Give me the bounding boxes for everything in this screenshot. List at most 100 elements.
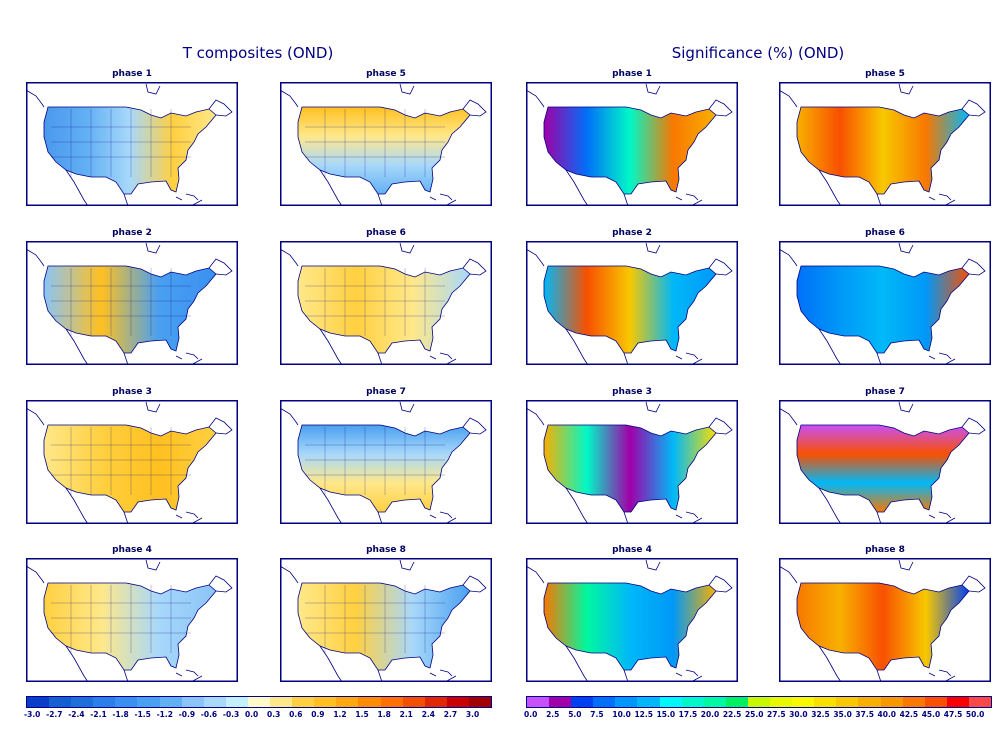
panels_right-map-phase-5: phase 5 bbox=[779, 69, 991, 206]
us-map bbox=[280, 82, 492, 206]
conus-field bbox=[297, 582, 471, 671]
coastline bbox=[818, 169, 842, 206]
panel-frame bbox=[26, 241, 238, 365]
coastline bbox=[377, 511, 383, 524]
panel-frame bbox=[26, 400, 238, 524]
colorbar-segment bbox=[968, 697, 991, 707]
panel-title: phase 8 bbox=[865, 545, 905, 555]
colorbar-tick-label: -0.6 bbox=[200, 710, 218, 719]
coastline bbox=[876, 193, 882, 206]
panel-frame bbox=[280, 400, 492, 524]
colorbar-tick-label: 0.0 bbox=[524, 710, 538, 719]
colorbar-tick-label: 15.0 bbox=[656, 710, 676, 719]
conus-field bbox=[796, 582, 970, 671]
coastline bbox=[779, 248, 798, 267]
colorbar-segment bbox=[424, 697, 447, 707]
coastline bbox=[123, 352, 129, 365]
coastline bbox=[26, 89, 45, 108]
coastline bbox=[175, 669, 203, 682]
coastline bbox=[319, 169, 343, 206]
coastline bbox=[123, 511, 129, 524]
coastline bbox=[429, 669, 457, 682]
colorbar-tick-label: 10.0 bbox=[612, 710, 631, 719]
panel-title: phase 5 bbox=[865, 69, 905, 79]
coastline bbox=[123, 669, 129, 682]
panel-frame bbox=[779, 241, 991, 365]
conus-field bbox=[796, 265, 970, 354]
panel-title: phase 6 bbox=[865, 228, 905, 238]
panel-frame bbox=[526, 400, 738, 524]
panels_left-map-phase-6: phase 6 bbox=[280, 228, 492, 365]
coastline bbox=[123, 193, 129, 206]
colorbar-tick-label: 45.0 bbox=[921, 710, 941, 719]
conus-field bbox=[43, 265, 217, 354]
colorbar-tick-label: 17.5 bbox=[678, 710, 698, 719]
colorbar-segment bbox=[380, 697, 403, 707]
coastline bbox=[565, 328, 589, 365]
colorbar-tick-label: -3.0 bbox=[24, 710, 41, 719]
conus-field bbox=[543, 582, 717, 671]
panels_left-map-phase-8: phase 8 bbox=[280, 545, 492, 682]
panel-frame bbox=[526, 241, 738, 365]
conus-field bbox=[543, 265, 717, 354]
panels_right-map-phase-4: phase 4 bbox=[526, 545, 738, 682]
coastline bbox=[928, 669, 956, 682]
colorbar-tick-label: 0.0 bbox=[244, 710, 259, 719]
coastline bbox=[280, 248, 299, 267]
colorbar-tick-label: 37.5 bbox=[855, 710, 874, 719]
us-map bbox=[526, 400, 738, 524]
coastline bbox=[928, 193, 956, 206]
colorbar-segment bbox=[225, 697, 248, 707]
conus-field bbox=[297, 424, 471, 513]
coastline bbox=[145, 83, 161, 95]
panel-title: phase 4 bbox=[612, 545, 652, 555]
coastline bbox=[876, 511, 882, 524]
colorbar-segment bbox=[946, 697, 969, 707]
coastline bbox=[526, 89, 545, 108]
coastline bbox=[898, 242, 914, 254]
colorbar-tick-label: 5.0 bbox=[568, 710, 582, 719]
coastline bbox=[526, 407, 545, 426]
colorbar-tick-label: 25.0 bbox=[744, 710, 764, 719]
colorbar-tick-label: 0.6 bbox=[289, 710, 303, 719]
colorbar-segment bbox=[770, 697, 793, 707]
right-figure-title: Significance (%) (OND) bbox=[671, 44, 845, 62]
panel-title: phase 7 bbox=[865, 387, 905, 397]
us-map bbox=[280, 241, 492, 365]
colorbar-segment bbox=[836, 697, 859, 707]
temperature-colorbar bbox=[26, 696, 492, 708]
coastline bbox=[377, 352, 383, 365]
colorbar-tick-label: 2.1 bbox=[399, 710, 413, 719]
coastline bbox=[818, 328, 842, 365]
colorbar-segment bbox=[792, 697, 815, 707]
coastline bbox=[208, 417, 233, 435]
colorbar-tick-label: -1.8 bbox=[112, 710, 129, 719]
coastline bbox=[645, 83, 661, 95]
conus-field bbox=[543, 106, 717, 195]
coastline bbox=[898, 559, 914, 571]
coastline bbox=[377, 669, 383, 682]
coastline bbox=[429, 511, 457, 524]
conus-field bbox=[43, 106, 217, 195]
coastline bbox=[145, 401, 161, 413]
coastline bbox=[565, 487, 589, 524]
colorbar-segment bbox=[292, 697, 315, 707]
colorbar-segment bbox=[314, 697, 337, 707]
coastline bbox=[462, 99, 487, 117]
colorbar-tick-label: 0.3 bbox=[267, 710, 281, 719]
panel-frame bbox=[26, 82, 238, 206]
panels_left-map-phase-3: phase 3 bbox=[26, 387, 238, 524]
coastline bbox=[65, 487, 89, 524]
colorbar-segment bbox=[924, 697, 947, 707]
panel-frame bbox=[526, 82, 738, 206]
coastline bbox=[280, 407, 299, 426]
coastline bbox=[399, 559, 415, 571]
coastline bbox=[779, 407, 798, 426]
coastline bbox=[818, 487, 842, 524]
panel-title: phase 2 bbox=[612, 228, 652, 238]
coastline bbox=[429, 352, 457, 365]
colorbar-segment bbox=[93, 697, 116, 707]
colorbar-segment bbox=[358, 697, 381, 707]
coastline bbox=[319, 487, 343, 524]
conus-field bbox=[543, 424, 717, 513]
